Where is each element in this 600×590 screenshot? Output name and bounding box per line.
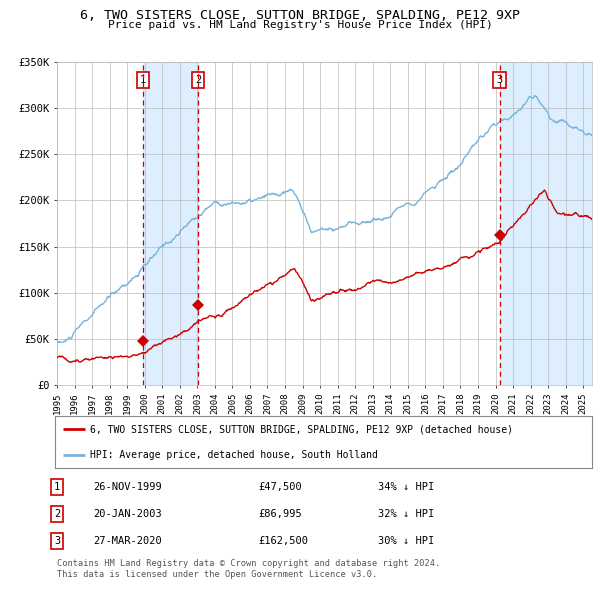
Bar xyxy=(500,62,592,385)
Text: 3: 3 xyxy=(496,75,503,85)
Text: £47,500: £47,500 xyxy=(258,482,302,492)
Text: 3: 3 xyxy=(54,536,60,546)
Text: 1: 1 xyxy=(140,75,146,85)
Text: 6, TWO SISTERS CLOSE, SUTTON BRIDGE, SPALDING, PE12 9XP (detached house): 6, TWO SISTERS CLOSE, SUTTON BRIDGE, SPA… xyxy=(90,424,513,434)
Text: HPI: Average price, detached house, South Holland: HPI: Average price, detached house, Sout… xyxy=(90,450,378,460)
Text: 20-JAN-2003: 20-JAN-2003 xyxy=(93,509,162,519)
Text: 2: 2 xyxy=(195,75,202,85)
Text: 1: 1 xyxy=(54,482,60,492)
Text: £162,500: £162,500 xyxy=(258,536,308,546)
Text: This data is licensed under the Open Government Licence v3.0.: This data is licensed under the Open Gov… xyxy=(57,571,377,579)
Text: 30% ↓ HPI: 30% ↓ HPI xyxy=(378,536,434,546)
Text: Contains HM Land Registry data © Crown copyright and database right 2024.: Contains HM Land Registry data © Crown c… xyxy=(57,559,440,568)
Text: 26-NOV-1999: 26-NOV-1999 xyxy=(93,482,162,492)
Text: 6, TWO SISTERS CLOSE, SUTTON BRIDGE, SPALDING, PE12 9XP: 6, TWO SISTERS CLOSE, SUTTON BRIDGE, SPA… xyxy=(80,9,520,22)
Bar xyxy=(143,62,198,385)
Text: £86,995: £86,995 xyxy=(258,509,302,519)
Text: 2: 2 xyxy=(54,509,60,519)
Text: 27-MAR-2020: 27-MAR-2020 xyxy=(93,536,162,546)
Text: Price paid vs. HM Land Registry's House Price Index (HPI): Price paid vs. HM Land Registry's House … xyxy=(107,20,493,30)
Text: 32% ↓ HPI: 32% ↓ HPI xyxy=(378,509,434,519)
Text: 34% ↓ HPI: 34% ↓ HPI xyxy=(378,482,434,492)
